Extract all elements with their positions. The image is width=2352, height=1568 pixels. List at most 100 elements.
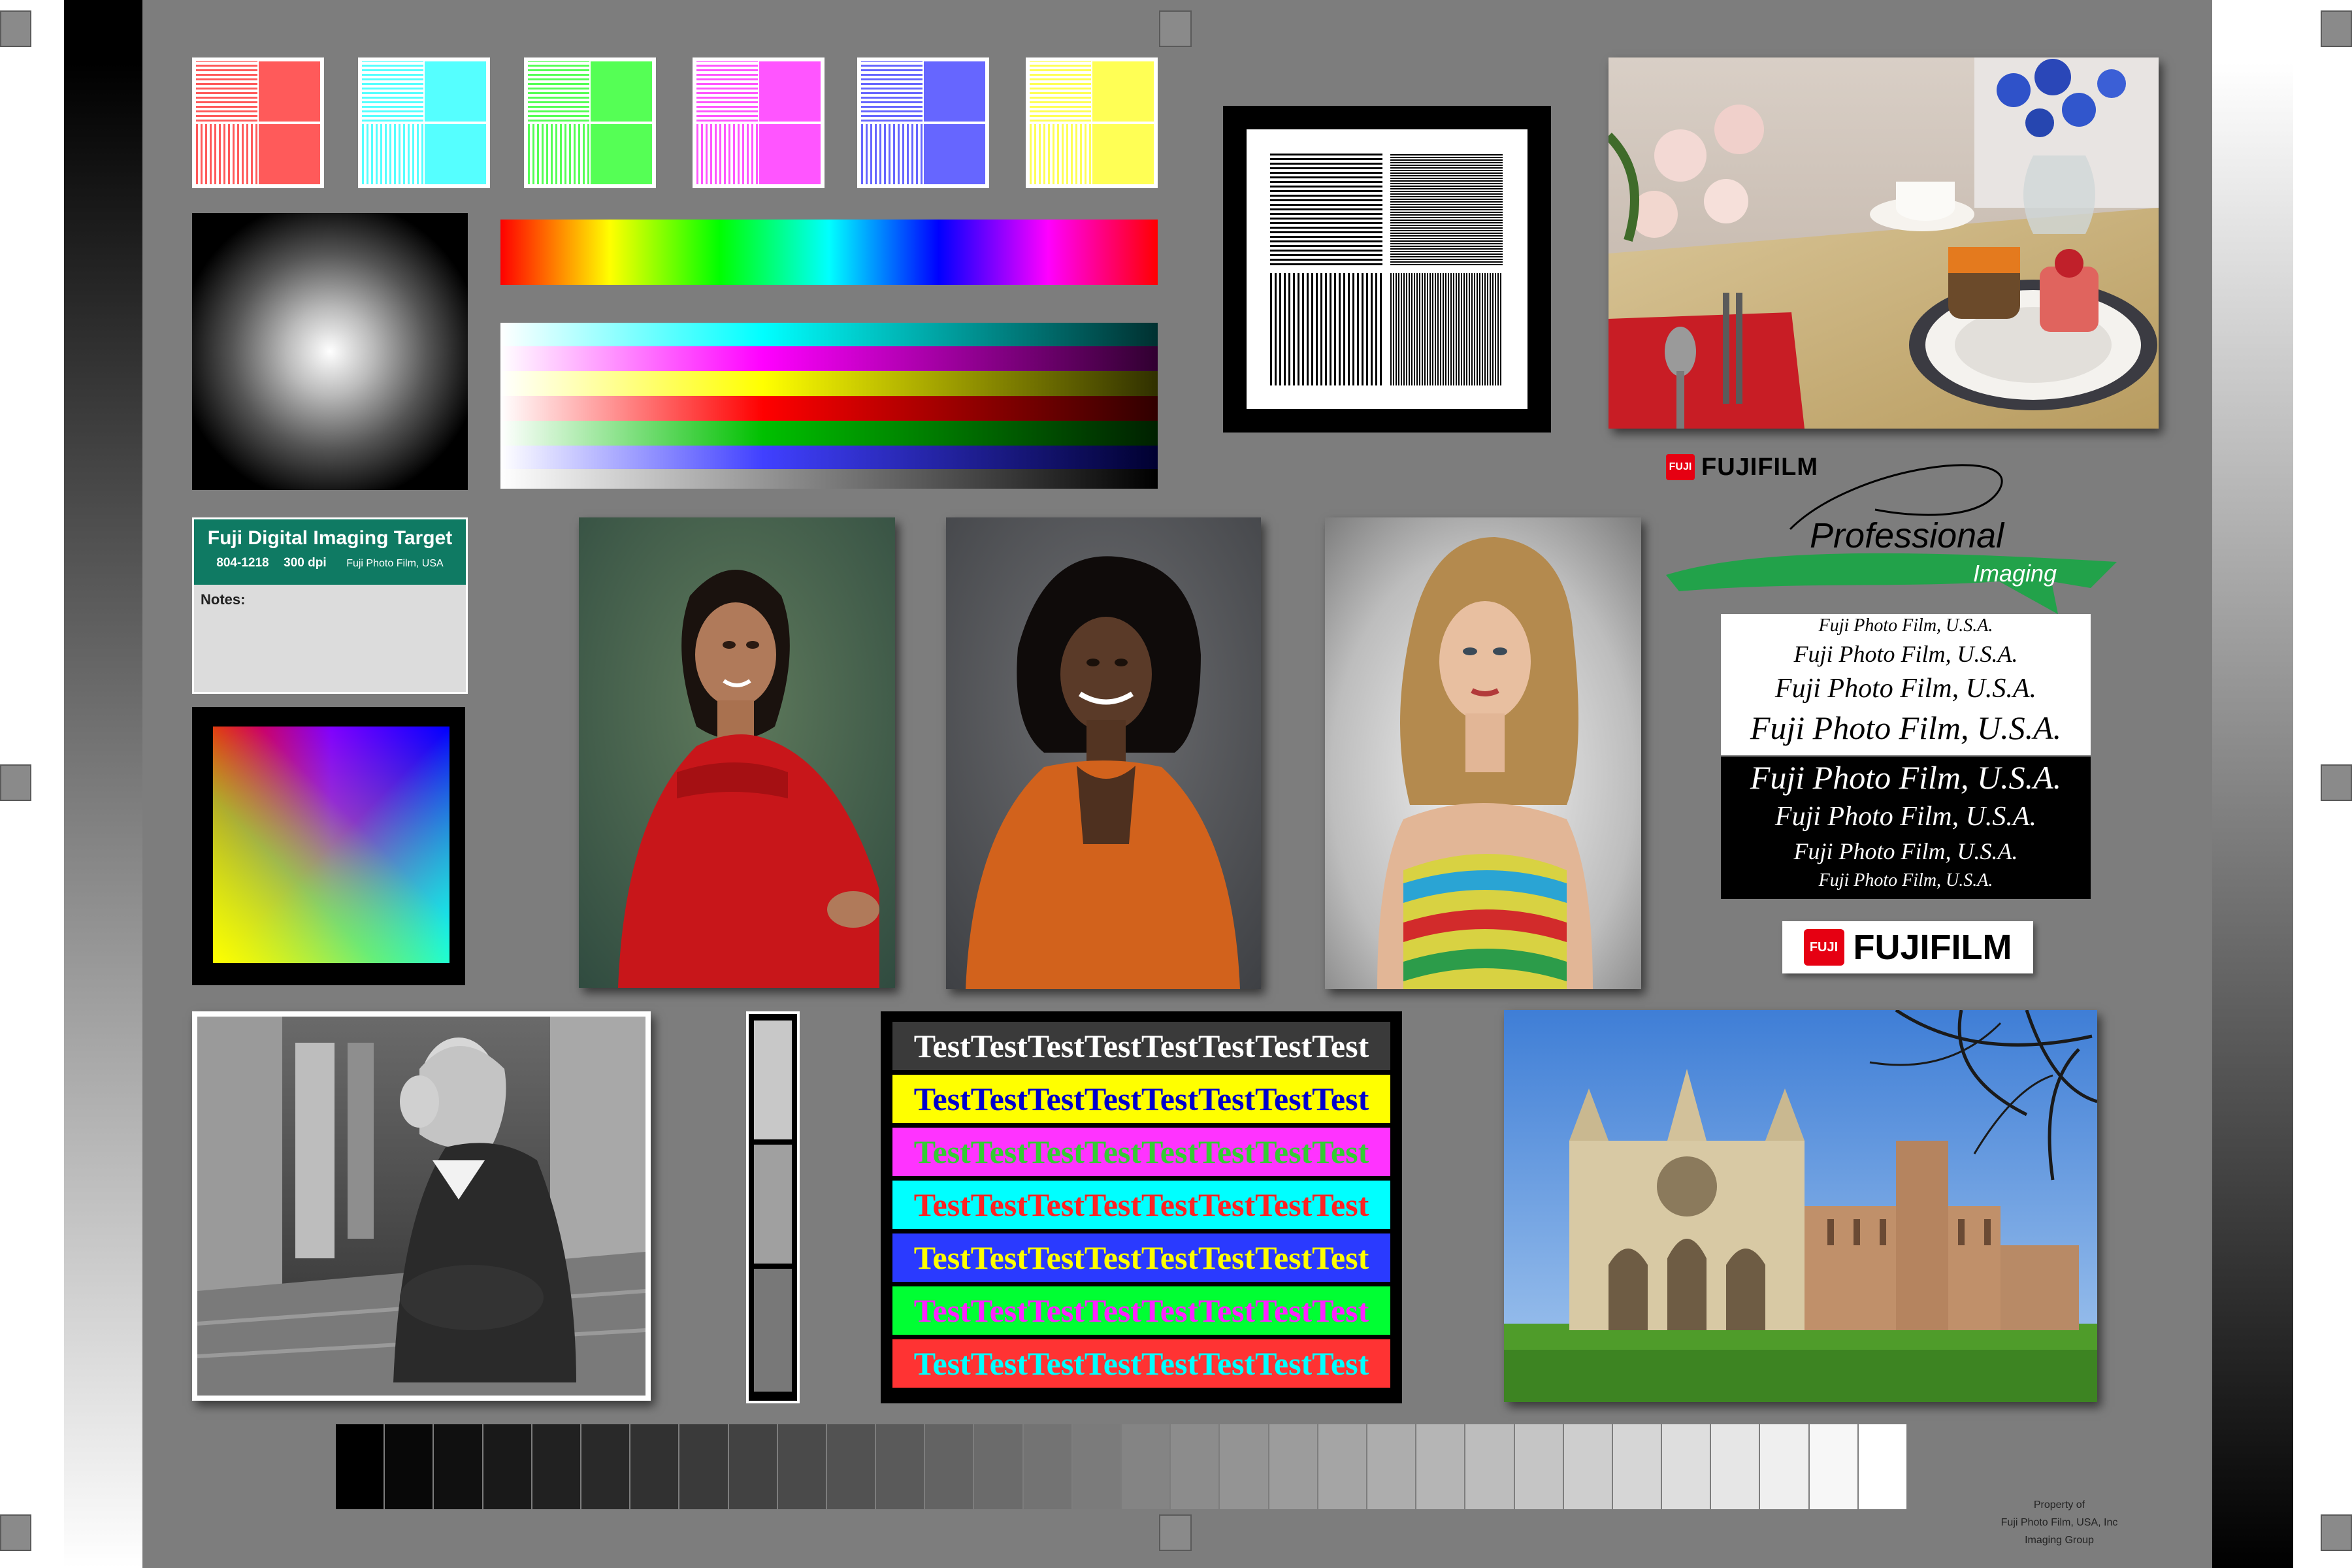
registration-mark-top: [1159, 10, 1192, 47]
registration-mark-bottom: [1159, 1514, 1192, 1551]
type-sample-line: Fuji Photo Film, U.S.A.: [1818, 870, 1993, 890]
target-label-code: 804-1218: [216, 556, 269, 570]
gray-step-patch: [1858, 1424, 1908, 1509]
gray-strip-patch: [754, 1269, 792, 1392]
imaging-word: Imaging: [1973, 560, 2057, 587]
gray-density-strip: [746, 1011, 800, 1403]
radial-gradient-patch: [192, 213, 468, 490]
registration-mark-left-bottom: [0, 1514, 31, 1551]
gray-step-patch: [1269, 1424, 1318, 1509]
resolution-square: [192, 57, 324, 188]
resolution-square: [1026, 57, 1158, 188]
registration-mark-left-top: [0, 10, 31, 47]
gray-step-patch: [1612, 1424, 1663, 1509]
type-sample-line: Fuji Photo Film, U.S.A.: [1774, 802, 2037, 832]
portrait-blonde-photo: [1325, 517, 1641, 989]
property-footer: Property of Fuji Photo Film, USA, Inc Im…: [1987, 1496, 2131, 1549]
gray-step-patch: [1711, 1424, 1761, 1509]
resolution-square: [857, 57, 989, 188]
notes-label: Notes:: [201, 591, 246, 608]
footer-line-1: Property of: [2033, 1499, 2085, 1511]
type-sample-line: Fuji Photo Film, U.S.A.: [1793, 641, 2018, 667]
gray-step-patch: [385, 1424, 434, 1509]
gray-step-patch: [1367, 1424, 1417, 1509]
test-text-row: TestTestTestTestTestTestTestTest: [892, 1181, 1390, 1229]
gray-step-patch: [1662, 1424, 1712, 1509]
type-sample-block: Fuji Photo Film, U.S.A. Fuji Photo Film,…: [1721, 614, 2091, 899]
still-life-photo: [1609, 57, 2159, 429]
gray-step-patch: [876, 1424, 926, 1509]
type-sample-line: Fuji Photo Film, U.S.A.: [1793, 838, 2018, 864]
gray-step-patch: [1072, 1424, 1122, 1509]
test-text-row: TestTestTestTestTestTestTestTest: [892, 1339, 1390, 1388]
gray-step-patch: [1023, 1424, 1073, 1509]
grayscale-step-wedge: [336, 1424, 1908, 1509]
type-sample-black: Fuji Photo Film, U.S.A. Fuji Photo Film,…: [1721, 757, 2091, 899]
type-sample-white: Fuji Photo Film, U.S.A. Fuji Photo Film,…: [1721, 614, 2091, 755]
fuji-mark-icon: FUJI: [1803, 929, 1844, 966]
target-label-company: Fuji Photo Film, USA: [346, 558, 444, 569]
type-sample-line: Fuji Photo Film, U.S.A.: [1750, 710, 2062, 746]
gray-step-patch: [1465, 1424, 1515, 1509]
fujifilm-logo-large: FUJI FUJIFILM: [1782, 921, 2033, 973]
type-sample-line: Fuji Photo Film, U.S.A.: [1750, 759, 2062, 796]
resolution-square: [524, 57, 656, 188]
resolution-target-frame: [1223, 106, 1551, 433]
target-label-header: Fuji Digital Imaging Target 804-1218 300…: [194, 519, 466, 585]
target-label-title: Fuji Digital Imaging Target: [207, 527, 453, 549]
registration-mark-right-top: [2321, 10, 2352, 47]
gray-step-patch: [1809, 1424, 1859, 1509]
type-sample-line: Fuji Photo Film, U.S.A.: [1774, 674, 2037, 704]
gray-step-patch: [826, 1424, 877, 1509]
registration-mark-right-bottom: [2321, 1514, 2352, 1551]
cathedral-photo: [1504, 1010, 2097, 1402]
gray-step-patch: [1220, 1424, 1269, 1509]
gray-step-patch: [336, 1424, 385, 1509]
gray-step-patch: [581, 1424, 631, 1509]
gray-step-patch: [1760, 1424, 1810, 1509]
bw-portrait-photo: [192, 1011, 651, 1401]
gray-step-patch: [777, 1424, 827, 1509]
gray-strip-patch: [754, 1145, 792, 1264]
gray-step-patch: [434, 1424, 483, 1509]
test-text-row: TestTestTestTestTestTestTestTest: [892, 1075, 1390, 1123]
professional-imaging-logo: Professional Imaging: [1659, 451, 2130, 621]
portrait-red-sweater-photo: [579, 517, 895, 988]
spectrum-bar: [500, 220, 1158, 285]
right-gradient-bar: [2212, 0, 2293, 1568]
footer-line-2: Fuji Photo Film, USA, Inc: [2001, 1517, 2118, 1528]
gray-step-patch: [532, 1424, 581, 1509]
professional-word: Professional: [1810, 516, 2005, 555]
color-ramp-block: [500, 323, 1158, 489]
footer-line-3: Imaging Group: [2025, 1535, 2094, 1546]
gray-step-patch: [1514, 1424, 1564, 1509]
gray-step-patch: [1563, 1424, 1613, 1509]
resolution-square: [358, 57, 490, 188]
registration-mark-right-mid: [2321, 764, 2352, 801]
resolution-square: [693, 57, 825, 188]
left-gradient-bar: [64, 0, 142, 1568]
type-sample-line: Fuji Photo Film, U.S.A.: [1818, 615, 1993, 636]
registration-mark-left-mid: [0, 764, 31, 801]
gray-step-patch: [974, 1424, 1024, 1509]
gray-step-patch: [630, 1424, 680, 1509]
target-label-card: Fuji Digital Imaging Target 804-1218 300…: [192, 517, 468, 694]
gray-step-patch: [1122, 1424, 1171, 1509]
color-gamut-square: [192, 707, 465, 985]
gray-step-patch: [728, 1424, 778, 1509]
test-text-row: TestTestTestTestTestTestTestTest: [892, 1286, 1390, 1335]
gray-step-patch: [1416, 1424, 1466, 1509]
target-label-dpi: 300 dpi: [284, 556, 327, 570]
fuji-mark-icon: FUJI: [1666, 454, 1695, 480]
gray-strip-patch: [754, 1021, 792, 1139]
test-text-row: TestTestTestTestTestTestTestTest: [892, 1233, 1390, 1282]
gray-step-patch: [1318, 1424, 1367, 1509]
gray-step-patch: [679, 1424, 729, 1509]
test-text-row: TestTestTestTestTestTestTestTest: [892, 1128, 1390, 1176]
gray-step-patch: [1171, 1424, 1220, 1509]
fujifilm-logo-small: FUJI FUJIFILM: [1666, 452, 1818, 482]
test-text-block: TestTestTestTestTestTestTestTest TestTest…: [881, 1011, 1402, 1403]
gray-step-patch: [483, 1424, 532, 1509]
gray-step-patch: [925, 1424, 975, 1509]
test-text-row: TestTestTestTestTestTestTestTest: [892, 1022, 1390, 1070]
